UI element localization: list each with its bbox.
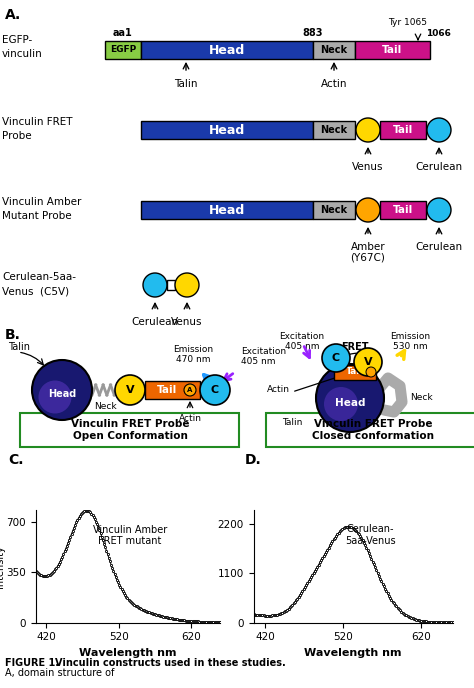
Text: vinculin: vinculin: [2, 49, 43, 59]
Text: Neck: Neck: [320, 205, 347, 215]
Circle shape: [316, 364, 384, 432]
Text: Talin: Talin: [282, 418, 302, 427]
Circle shape: [322, 344, 350, 372]
Text: V: V: [126, 385, 134, 395]
Text: Excitation
405 nm: Excitation 405 nm: [241, 347, 286, 366]
Text: Emission
470 nm: Emission 470 nm: [173, 345, 213, 364]
X-axis label: Wavelength nm: Wavelength nm: [79, 648, 177, 658]
FancyBboxPatch shape: [105, 41, 141, 59]
Text: Tail: Tail: [346, 367, 364, 376]
Text: EGFP-: EGFP-: [2, 35, 32, 45]
Circle shape: [354, 348, 382, 376]
Text: Head: Head: [209, 124, 245, 136]
Text: Tail: Tail: [393, 125, 413, 135]
Text: Emission
530 nm: Emission 530 nm: [390, 332, 430, 352]
Text: Cerulean: Cerulean: [131, 317, 179, 327]
Text: FIGURE 1.: FIGURE 1.: [5, 658, 63, 668]
Circle shape: [324, 387, 358, 421]
Text: Neck: Neck: [320, 125, 347, 135]
Circle shape: [175, 273, 199, 297]
FancyBboxPatch shape: [145, 381, 200, 399]
FancyBboxPatch shape: [141, 121, 313, 139]
FancyBboxPatch shape: [141, 201, 313, 219]
Text: D.: D.: [245, 453, 262, 467]
Y-axis label: Fluorescence
Intensity: Fluorescence Intensity: [0, 535, 5, 599]
Text: Vinculin constructs used in these studies.: Vinculin constructs used in these studie…: [55, 658, 286, 668]
Circle shape: [143, 273, 167, 297]
Text: Neck: Neck: [410, 394, 433, 402]
FancyBboxPatch shape: [380, 201, 426, 219]
Circle shape: [38, 380, 72, 413]
Text: aa1: aa1: [113, 28, 133, 38]
Text: C: C: [332, 353, 340, 363]
Text: Head: Head: [209, 43, 245, 56]
FancyBboxPatch shape: [141, 41, 313, 59]
Text: Venus: Venus: [171, 317, 203, 327]
Text: Amber: Amber: [351, 242, 385, 252]
Text: Actin: Actin: [267, 385, 290, 394]
Text: Vinculin Amber: Vinculin Amber: [2, 197, 82, 207]
Text: Actin: Actin: [179, 414, 201, 423]
FancyBboxPatch shape: [266, 413, 474, 447]
Text: Tyr 1065: Tyr 1065: [389, 18, 428, 27]
Text: 1066: 1066: [426, 29, 451, 38]
Text: Neck: Neck: [320, 45, 347, 55]
Text: Head: Head: [209, 204, 245, 217]
Text: Vinculin FRET Probe
Closed conformation: Vinculin FRET Probe Closed conformation: [312, 419, 434, 441]
Circle shape: [200, 375, 230, 405]
Text: A: A: [187, 387, 193, 393]
Text: C: C: [211, 385, 219, 395]
Circle shape: [366, 367, 376, 377]
Text: A.: A.: [5, 8, 21, 22]
FancyBboxPatch shape: [313, 121, 355, 139]
Text: Cerulean-5aa-: Cerulean-5aa-: [2, 272, 76, 282]
Text: Venus  (C5V): Venus (C5V): [2, 286, 69, 296]
Text: Vinculin FRET: Vinculin FRET: [2, 117, 73, 127]
Text: Head: Head: [48, 389, 76, 399]
Text: Probe: Probe: [2, 131, 32, 141]
FancyBboxPatch shape: [380, 121, 426, 139]
FancyBboxPatch shape: [20, 413, 239, 447]
Circle shape: [427, 198, 451, 222]
Text: Cerulean: Cerulean: [415, 242, 463, 252]
Bar: [167, 280, 175, 290]
Text: (Y67C): (Y67C): [351, 252, 385, 262]
Text: Tail: Tail: [157, 385, 178, 395]
Text: C.: C.: [8, 453, 24, 467]
Circle shape: [427, 118, 451, 142]
Text: Talin: Talin: [174, 79, 198, 89]
Text: Actin: Actin: [321, 79, 347, 89]
Text: Tail: Tail: [393, 205, 413, 215]
Text: Cerulean: Cerulean: [415, 162, 463, 172]
Text: Mutant Probe: Mutant Probe: [2, 211, 72, 221]
FancyBboxPatch shape: [313, 41, 355, 59]
Text: B.: B.: [5, 328, 21, 342]
Text: Head: Head: [335, 398, 365, 408]
Text: A, domain structure of: A, domain structure of: [5, 668, 114, 678]
Text: Neck: Neck: [94, 402, 116, 411]
Circle shape: [356, 198, 380, 222]
Text: V: V: [364, 357, 372, 367]
FancyBboxPatch shape: [355, 41, 430, 59]
Circle shape: [32, 360, 92, 420]
Text: Talin: Talin: [8, 342, 30, 352]
FancyBboxPatch shape: [313, 201, 355, 219]
Circle shape: [356, 118, 380, 142]
Text: EGFP: EGFP: [110, 45, 136, 54]
Text: Cerulean-
5aa-Venus: Cerulean- 5aa-Venus: [346, 524, 396, 546]
X-axis label: Wavelength nm: Wavelength nm: [304, 648, 402, 658]
Text: 883: 883: [303, 28, 323, 38]
Text: Excitation
405 nm: Excitation 405 nm: [280, 332, 325, 352]
FancyBboxPatch shape: [334, 365, 376, 380]
Circle shape: [115, 375, 145, 405]
Text: Vinculin Amber
FRET mutant: Vinculin Amber FRET mutant: [93, 525, 167, 546]
Text: Vinculin FRET Probe
Open Conformation: Vinculin FRET Probe Open Conformation: [71, 419, 189, 441]
Text: Tail: Tail: [383, 45, 402, 55]
Circle shape: [184, 384, 196, 396]
Text: Venus: Venus: [352, 162, 384, 172]
Text: FRET: FRET: [341, 342, 369, 352]
